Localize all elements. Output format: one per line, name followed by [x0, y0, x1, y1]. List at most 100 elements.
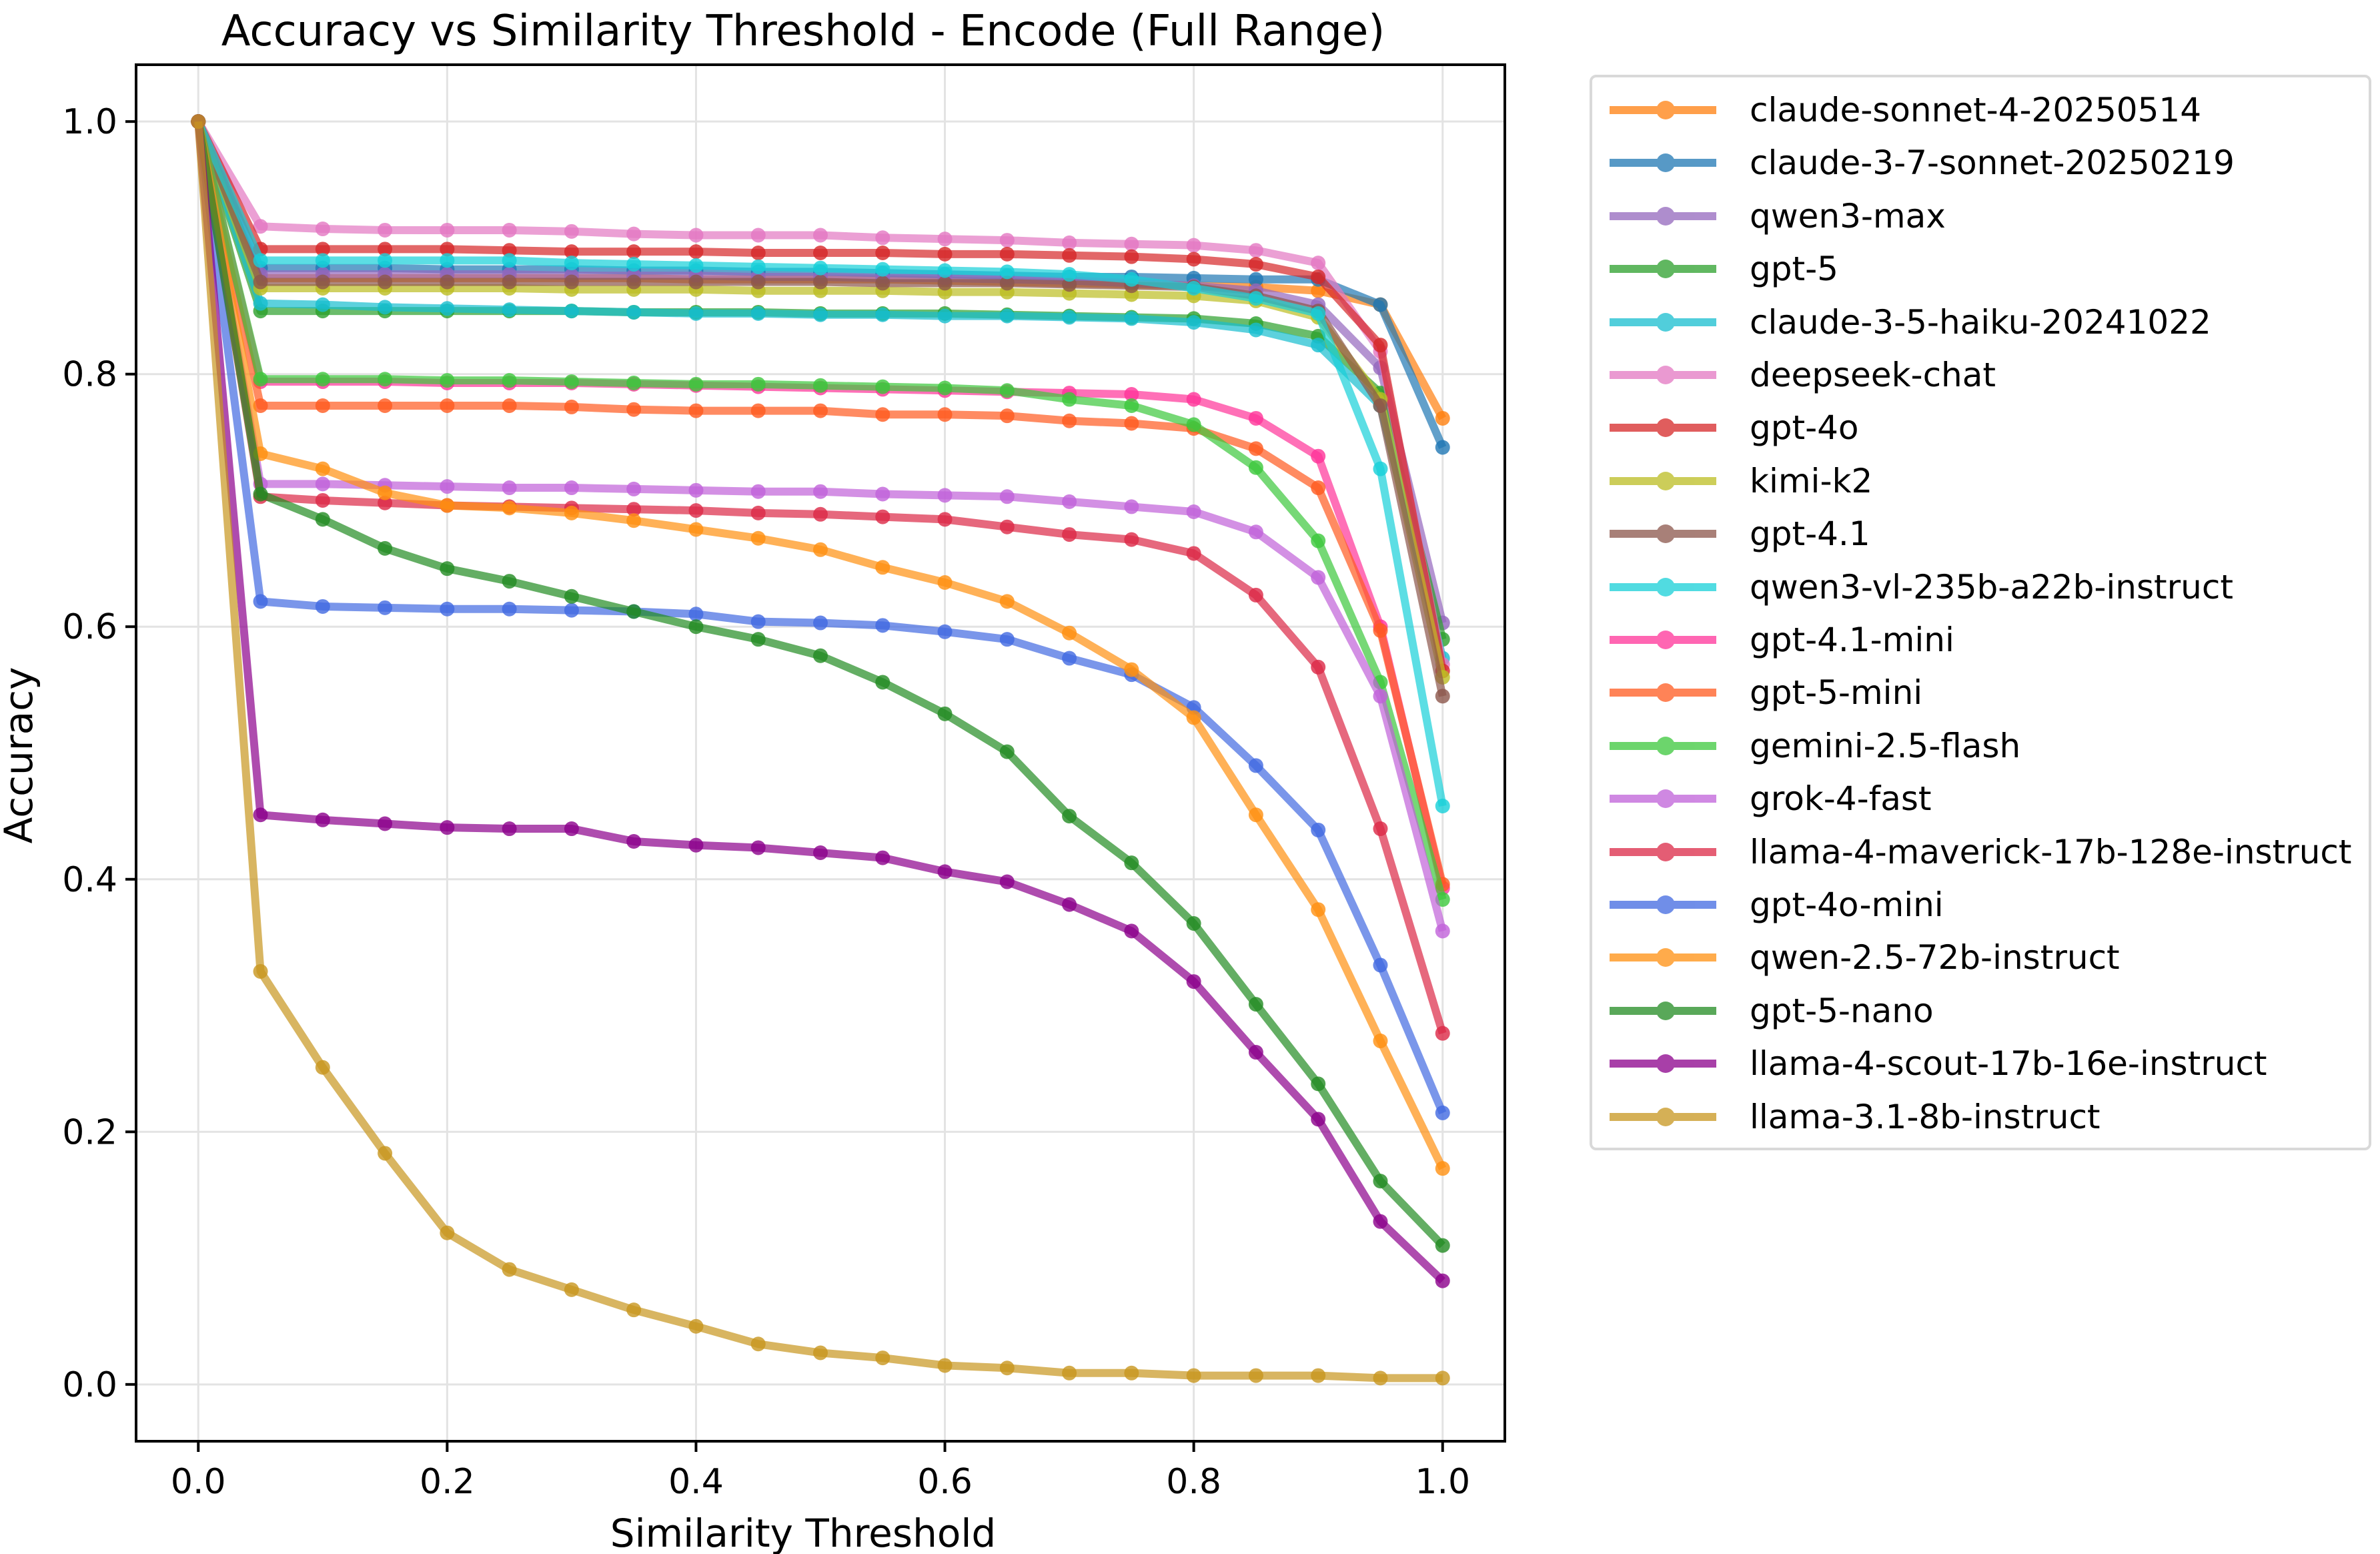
- data-point: [315, 512, 330, 527]
- legend-marker: [1656, 1001, 1675, 1020]
- data-point: [502, 398, 517, 414]
- data-point: [315, 222, 330, 237]
- data-point: [813, 506, 828, 522]
- data-point: [1062, 897, 1077, 912]
- data-point: [378, 816, 393, 831]
- legend-label: llama-4-scout-17b-16e-instruct: [1750, 1044, 2267, 1084]
- data-point: [1062, 527, 1077, 542]
- legend-marker: [1656, 577, 1675, 597]
- data-point: [813, 228, 828, 243]
- data-point: [1124, 923, 1139, 939]
- legend-swatch: [1610, 631, 1716, 649]
- y-tick-label: 0.6: [62, 607, 117, 647]
- data-point: [1248, 758, 1263, 773]
- data-point: [750, 632, 766, 647]
- data-point: [875, 246, 890, 261]
- data-point: [1311, 269, 1326, 284]
- data-point: [564, 304, 579, 319]
- data-point: [1124, 416, 1139, 431]
- data-point: [564, 589, 579, 604]
- legend-swatch: [1610, 366, 1716, 384]
- data-point: [1373, 1371, 1388, 1386]
- data-point: [440, 301, 455, 316]
- data-point: [626, 244, 642, 260]
- axis-ticks: 0.0 0.2 0.4 0.6 0.8 1.0 0.0 0.2 0.4 0.6 0.8 1.0: [62, 102, 1470, 1502]
- data-point: [1248, 460, 1263, 475]
- data-point: [564, 603, 579, 618]
- legend-item: qwen-2.5-72b-instruct: [1592, 934, 2369, 981]
- data-point: [502, 222, 517, 238]
- data-point: [564, 399, 579, 414]
- data-point: [875, 230, 890, 246]
- x-tick-label: 0.6: [917, 1462, 973, 1502]
- legend-item: kimi-k2: [1592, 458, 2369, 504]
- data-point: [315, 476, 330, 492]
- series-llama-4-maverick-17b-128e-instruct: [191, 114, 1450, 1041]
- legend-marker: [1656, 1054, 1675, 1074]
- data-point: [999, 233, 1015, 248]
- data-point: [750, 306, 766, 321]
- data-point: [937, 246, 953, 262]
- legend-marker: [1656, 206, 1675, 226]
- legend-item: claude-sonnet-4-20250514: [1592, 87, 2369, 133]
- data-point: [1124, 386, 1139, 402]
- legend-swatch: [1610, 683, 1716, 703]
- data-point: [1248, 410, 1263, 426]
- data-point: [999, 744, 1015, 759]
- data-point: [440, 479, 455, 494]
- legend-item: gpt-5-mini: [1592, 669, 2369, 716]
- legend-label: claude-sonnet-4-20250514: [1750, 91, 2202, 129]
- data-point: [1311, 480, 1326, 496]
- data-point: [1062, 310, 1077, 325]
- legend-item: qwen3-max: [1592, 193, 2369, 240]
- data-point: [1062, 625, 1077, 641]
- data-point: [626, 502, 642, 517]
- data-point: [937, 232, 953, 247]
- data-point: [502, 274, 517, 290]
- data-point: [875, 307, 890, 322]
- data-point: [378, 372, 393, 387]
- data-point: [315, 274, 330, 290]
- data-point: [1435, 1273, 1450, 1288]
- data-point: [626, 833, 642, 849]
- data-point: [1186, 974, 1201, 990]
- data-point: [440, 601, 455, 617]
- data-point: [688, 837, 704, 853]
- data-point: [688, 482, 704, 498]
- series-gemini-2-5-flash: [191, 114, 1450, 907]
- legend-swatch: [1610, 1107, 1716, 1126]
- data-point: [315, 1060, 330, 1075]
- data-point: [253, 963, 268, 979]
- data-point: [626, 226, 642, 242]
- data-point: [440, 222, 455, 238]
- data-point: [1373, 398, 1388, 414]
- data-point: [315, 297, 330, 312]
- data-point: [1062, 809, 1077, 824]
- series-gpt-5-mini: [191, 114, 1450, 892]
- data-point: [1435, 798, 1450, 813]
- y-axis-label: Accuracy: [0, 667, 41, 844]
- data-point: [315, 812, 330, 827]
- data-point: [750, 840, 766, 855]
- data-point: [875, 262, 890, 277]
- legend-swatch: [1610, 842, 1716, 861]
- legend-swatch: [1610, 1001, 1716, 1020]
- series-llama-3-1-8b-instruct: [191, 114, 1450, 1386]
- data-point: [378, 253, 393, 268]
- legend-swatch: [1610, 1054, 1716, 1074]
- data-point: [378, 1146, 393, 1161]
- data-point: [875, 618, 890, 633]
- x-tick-label: 0.4: [668, 1462, 724, 1502]
- data-point: [750, 484, 766, 499]
- data-point: [378, 274, 393, 290]
- data-point: [315, 599, 330, 614]
- data-point: [1186, 504, 1201, 520]
- data-point: [1373, 689, 1388, 704]
- legend-label: qwen-2.5-72b-instruct: [1750, 938, 2120, 978]
- data-point: [502, 243, 517, 258]
- data-point: [999, 383, 1015, 398]
- data-point: [1248, 587, 1263, 603]
- data-point: [688, 403, 704, 418]
- data-point: [1435, 689, 1450, 704]
- data-point: [813, 260, 828, 276]
